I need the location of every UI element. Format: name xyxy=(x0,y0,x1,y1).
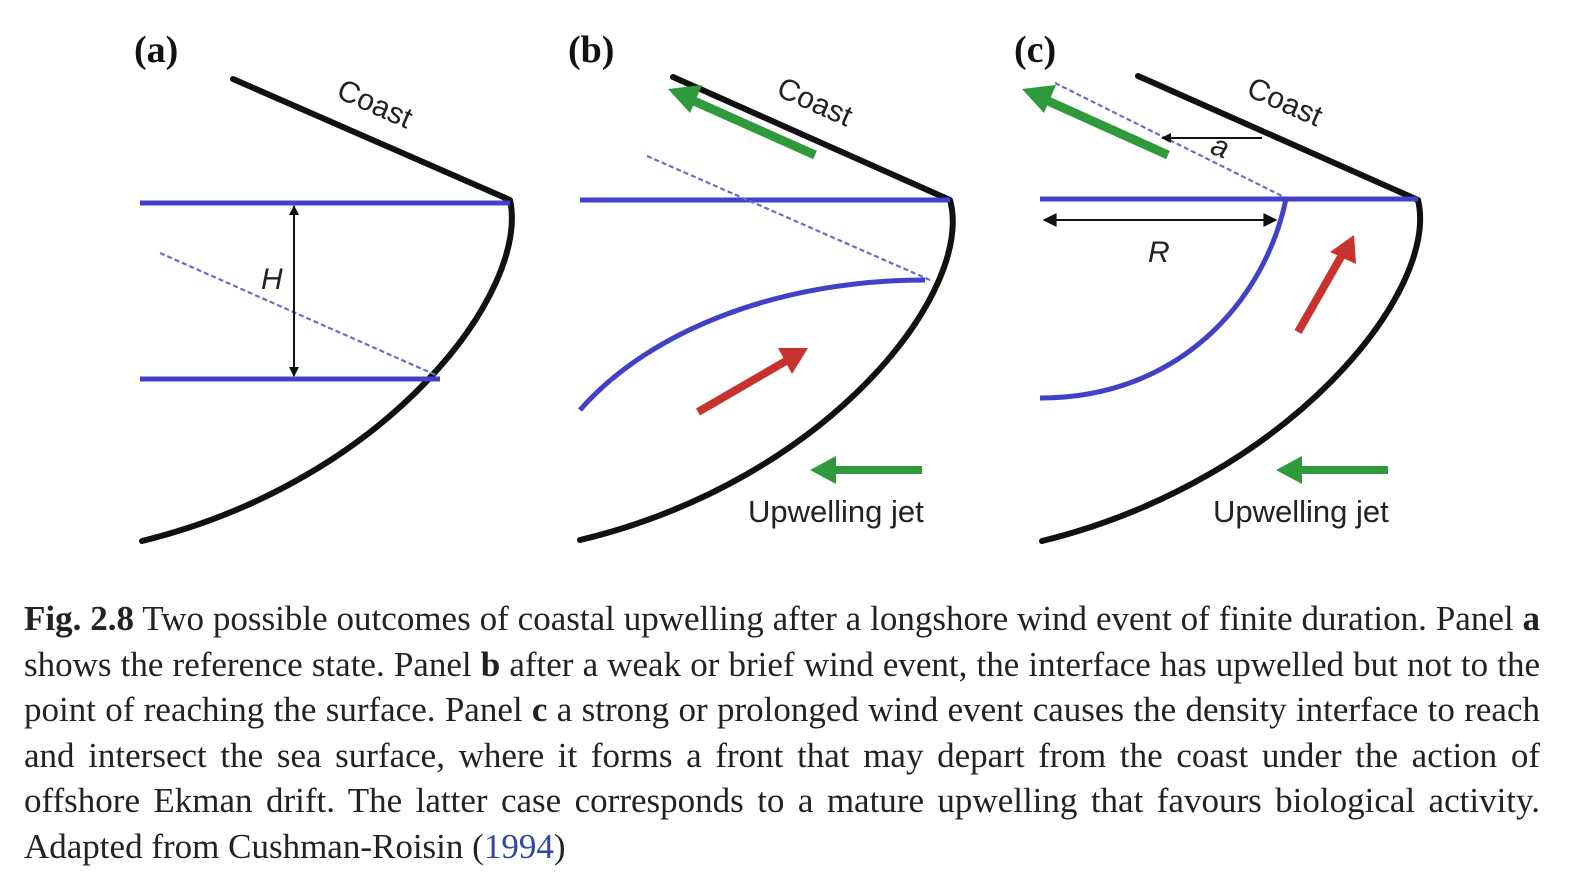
panel-c-wind-arrow xyxy=(1046,96,1170,160)
figure-number: Fig. 2.8 xyxy=(24,599,135,638)
panel-b-upwelling-arrow xyxy=(695,357,789,416)
caption-panel-ref-a: a xyxy=(1522,599,1541,638)
panel-b-dashed-isopycnal xyxy=(646,154,931,282)
panel-c-coastline xyxy=(1039,73,1424,544)
citation-year-link[interactable]: 1994 xyxy=(483,826,554,866)
caption-text-1: Two possible outcomes of coastal upwelli… xyxy=(134,599,1523,638)
panel-c-dashed-isopycnal xyxy=(1054,82,1285,198)
panel-b-raised-interface xyxy=(578,277,926,412)
panel-b-jet-arrowhead xyxy=(810,456,836,484)
panel-c-upwelling-arrowhead xyxy=(1330,235,1356,264)
panel-c-coast-label: Coast xyxy=(1242,71,1328,133)
panel-b-upwelling-arrowhead xyxy=(778,348,808,374)
panel-c-front-offset-label: a xyxy=(1207,129,1234,166)
panel-c-upwelling-arrow xyxy=(1294,253,1346,334)
panel-c-radius-label: R xyxy=(1148,236,1170,269)
caption-text-3: after a weak or brief wind event, the in… xyxy=(24,644,1540,730)
panel-b-wind-arrow xyxy=(692,96,817,160)
panel-c: (c) Coast a R Upwelling jet xyxy=(1014,29,1424,544)
panel-c-jet-arrowhead xyxy=(1276,456,1302,484)
panel-c-wind-arrowhead xyxy=(1022,85,1056,113)
panel-c-jet-label: Upwelling jet xyxy=(1213,494,1389,529)
caption-text-5: ) xyxy=(553,826,566,866)
panel-a-depth-label: H xyxy=(261,263,283,296)
figure-caption: Fig. 2.8 Two possible outcomes of coasta… xyxy=(24,596,1540,869)
panel-c-label: (c) xyxy=(1014,29,1056,71)
caption-text-4: a strong or prolonged wind event causes … xyxy=(24,690,1540,866)
panel-a-dashed-isopycnal xyxy=(159,251,439,378)
panel-a-label: (a) xyxy=(134,29,178,71)
panel-a: (a) Coast H xyxy=(134,29,515,544)
panel-b-label: (b) xyxy=(568,29,614,71)
panel-b-coastline xyxy=(577,74,956,543)
panel-a-coastline xyxy=(139,76,515,544)
caption-text-2: shows the reference state. Panel xyxy=(24,644,481,684)
caption-panel-ref-c: c xyxy=(531,690,548,729)
panel-b-wind-arrowhead xyxy=(668,85,702,113)
caption-panel-ref-b: b xyxy=(480,644,501,684)
panel-b-jet-label: Upwelling jet xyxy=(748,494,924,529)
upwelling-figure: (a) Coast H (b) Coast Upwelling jet (c) … xyxy=(134,29,1424,544)
panel-b: (b) Coast Upwelling jet xyxy=(568,29,956,543)
panel-c-outcropped-interface xyxy=(1039,198,1289,401)
